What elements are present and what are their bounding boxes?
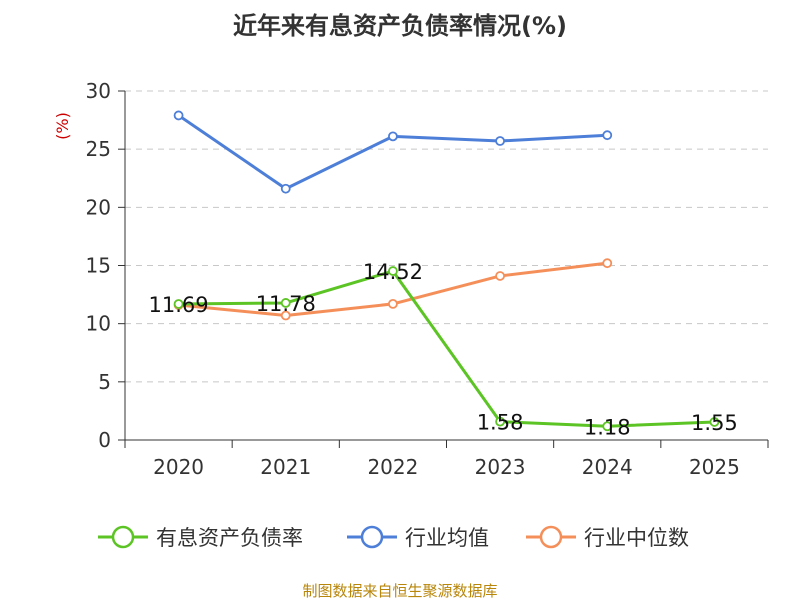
x-tick-label: 2021 <box>260 455 311 479</box>
legend-swatch-marker <box>539 525 563 549</box>
data-label: 1.55 <box>691 411 738 435</box>
y-tick-label: 10 <box>86 312 111 336</box>
x-tick-label: 2024 <box>582 455 633 479</box>
data-point-0 <box>495 416 505 427</box>
series-group <box>173 110 720 432</box>
data-point-0 <box>280 298 291 308</box>
y-tick-label: 30 <box>86 79 111 103</box>
data-point-1 <box>388 131 398 142</box>
legend-label: 行业中位数 <box>584 526 689 550</box>
data-label: 11.69 <box>149 293 209 317</box>
data-labels: 11.69 11.78 14.52 1.58 1.18 1.55 <box>149 260 738 439</box>
x-tick-label: 2020 <box>153 455 204 479</box>
legend: 有息资产负债率 行业均值 行业中位数 <box>98 525 689 550</box>
data-point-1 <box>280 183 291 194</box>
data-point-1 <box>173 110 184 121</box>
data-point-2 <box>280 310 291 321</box>
data-point-0 <box>388 266 398 276</box>
legend-label: 行业均值 <box>405 526 489 550</box>
x-tick-label: 2022 <box>367 455 418 479</box>
legend-label: 有息资产负债率 <box>156 526 303 550</box>
data-point-0 <box>709 417 720 427</box>
data-label: 1.18 <box>584 415 631 439</box>
y-tick-label: 0 <box>98 428 111 452</box>
data-point-2 <box>388 298 398 309</box>
data-point-1 <box>495 136 505 146</box>
data-point-0 <box>602 421 613 432</box>
data-point-1 <box>602 130 613 141</box>
data-point-2 <box>602 258 613 269</box>
x-tick-label: 2025 <box>689 455 740 479</box>
y-tick-label: 20 <box>86 195 111 219</box>
data-point-0 <box>173 299 184 309</box>
legend-swatch-marker <box>111 525 135 549</box>
data-label: 14.52 <box>363 260 423 284</box>
y-tick-label: 25 <box>86 137 111 161</box>
legend-swatch-marker <box>360 525 384 549</box>
series-line-1 <box>177 114 608 191</box>
data-point-2 <box>495 271 505 281</box>
series-line-0 <box>178 269 715 428</box>
y-axis-unit: (%) <box>53 112 72 140</box>
chart-title: 近年来有息资产负债率情况(%) <box>233 12 567 40</box>
source-note: 制图数据来自恒生聚源数据库 <box>302 582 497 600</box>
y-tick-label: 15 <box>86 254 111 278</box>
y-tick-label: 5 <box>98 370 111 394</box>
data-label: 11.78 <box>256 292 316 316</box>
data-label: 1.58 <box>477 411 524 435</box>
gridlines <box>125 90 768 383</box>
x-tick-label: 2023 <box>475 455 526 479</box>
